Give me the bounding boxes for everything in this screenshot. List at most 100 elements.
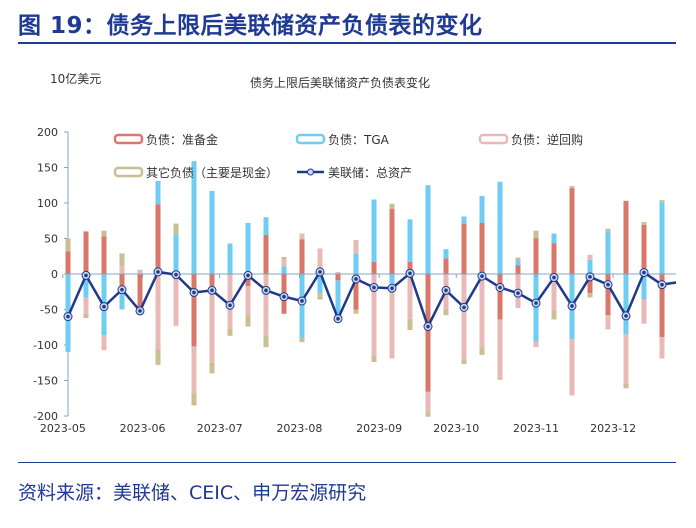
legend-swatch <box>295 133 326 145</box>
total-assets-point-core <box>408 271 412 276</box>
bar-segment <box>533 230 539 239</box>
source-note: 资料来源：美联储、CEIC、申万宏源研究 <box>18 482 367 504</box>
bar-segment <box>317 274 323 294</box>
total-assets-point-core <box>390 286 394 291</box>
x-tick-label: 2023-07 <box>197 422 243 435</box>
bar-segment <box>389 208 395 274</box>
title-rule <box>18 42 676 44</box>
x-tick-label: 2023-11 <box>513 422 559 435</box>
bar-segment <box>101 335 107 350</box>
x-tick-label: 2023-10 <box>433 422 479 435</box>
total-assets-point-core <box>192 290 196 295</box>
bar-segment <box>155 274 161 350</box>
bar-segment <box>551 274 557 311</box>
x-tick-label: 2023-06 <box>120 422 166 435</box>
bar-segment <box>299 337 305 343</box>
bar-segment <box>389 203 395 209</box>
y-tick-label: -50 <box>40 304 58 317</box>
total-assets-point-core <box>516 291 520 295</box>
bar-segment <box>659 274 665 338</box>
bar-segment <box>83 274 89 298</box>
bar-segment <box>497 377 503 380</box>
bar-segment <box>137 274 143 310</box>
chart-title: 债务上限后美联储资产负债表变化 <box>250 76 431 90</box>
bar-segment <box>335 271 341 274</box>
bar-segment <box>191 274 197 347</box>
bar-segment <box>209 362 215 374</box>
bar-segment <box>101 230 107 237</box>
legend-marker <box>307 168 314 176</box>
y-tick-label: 100 <box>37 197 58 210</box>
bar-segment <box>317 293 323 300</box>
total-assets-point-core <box>282 294 286 299</box>
bar-segment <box>209 286 215 363</box>
bar-segment <box>497 274 503 320</box>
bar-segment <box>101 236 107 274</box>
y-tick-label: 50 <box>44 233 58 246</box>
bar-segment <box>533 341 539 348</box>
total-assets-point-core <box>228 303 232 308</box>
bar-segment <box>281 266 287 274</box>
bar-segment <box>389 274 395 289</box>
bar-segment <box>245 286 251 316</box>
bar-segment <box>605 231 611 274</box>
total-assets-point-core <box>84 273 88 278</box>
total-assets-point-core <box>570 304 574 308</box>
bar-segment <box>137 269 143 274</box>
bar-segment <box>353 253 359 274</box>
bar-segment <box>443 249 449 259</box>
legend-swatch <box>478 133 509 145</box>
bar-segment <box>173 274 179 326</box>
total-assets-point-core <box>246 273 250 278</box>
total-assets-point-core <box>156 270 160 274</box>
bar-segment <box>605 228 611 232</box>
bar-segment <box>299 274 305 338</box>
bar-segment <box>65 251 71 274</box>
bar-segment <box>407 274 413 319</box>
total-assets-point-core <box>318 270 322 274</box>
legend-swatch <box>113 166 144 178</box>
bar-segment <box>83 297 89 314</box>
bar-segment <box>569 185 575 189</box>
bar-segment <box>155 349 161 365</box>
total-assets-point-core <box>606 282 610 287</box>
legend-label: 负债：逆回购 <box>511 132 583 147</box>
total-assets-point-core <box>300 299 304 303</box>
total-assets-point-core <box>480 274 484 278</box>
bar-segment <box>227 329 233 336</box>
total-assets-point-core <box>642 270 646 275</box>
bar-segment <box>407 261 413 274</box>
bar-segment <box>245 222 251 274</box>
total-assets-point-core <box>336 316 340 321</box>
legend-swatch <box>113 133 144 145</box>
total-assets-point-core <box>210 288 214 293</box>
bar-segment <box>371 261 377 274</box>
bar-segment <box>389 288 395 359</box>
bar-segment <box>641 225 647 274</box>
bar-segment <box>443 309 449 316</box>
legend-label: 美联储：总资产 <box>328 165 412 180</box>
bar-segment <box>587 259 593 274</box>
bar-segment <box>497 319 503 378</box>
bar-segment <box>587 293 593 298</box>
bar-segment <box>425 391 431 413</box>
total-assets-point-core <box>66 314 70 319</box>
total-assets-point-core <box>426 324 430 329</box>
bar-segment <box>191 161 197 274</box>
bar-segment <box>371 199 377 262</box>
bar-segment <box>299 239 305 274</box>
total-assets-point-core <box>174 272 178 277</box>
bar-segment <box>281 259 287 267</box>
bar-segment <box>425 185 431 274</box>
x-tick-label: 2023-05 <box>40 422 86 435</box>
total-assets-point-core <box>552 275 556 280</box>
bar-segment <box>371 274 377 356</box>
bar-segment <box>353 309 359 314</box>
x-tick-label: 2023-09 <box>356 422 402 435</box>
y-tick-label: -100 <box>33 339 58 352</box>
total-assets-point-core <box>120 287 124 292</box>
bar-segment <box>119 288 125 310</box>
bar-segment <box>353 239 359 254</box>
total-assets-point-core <box>372 285 376 290</box>
